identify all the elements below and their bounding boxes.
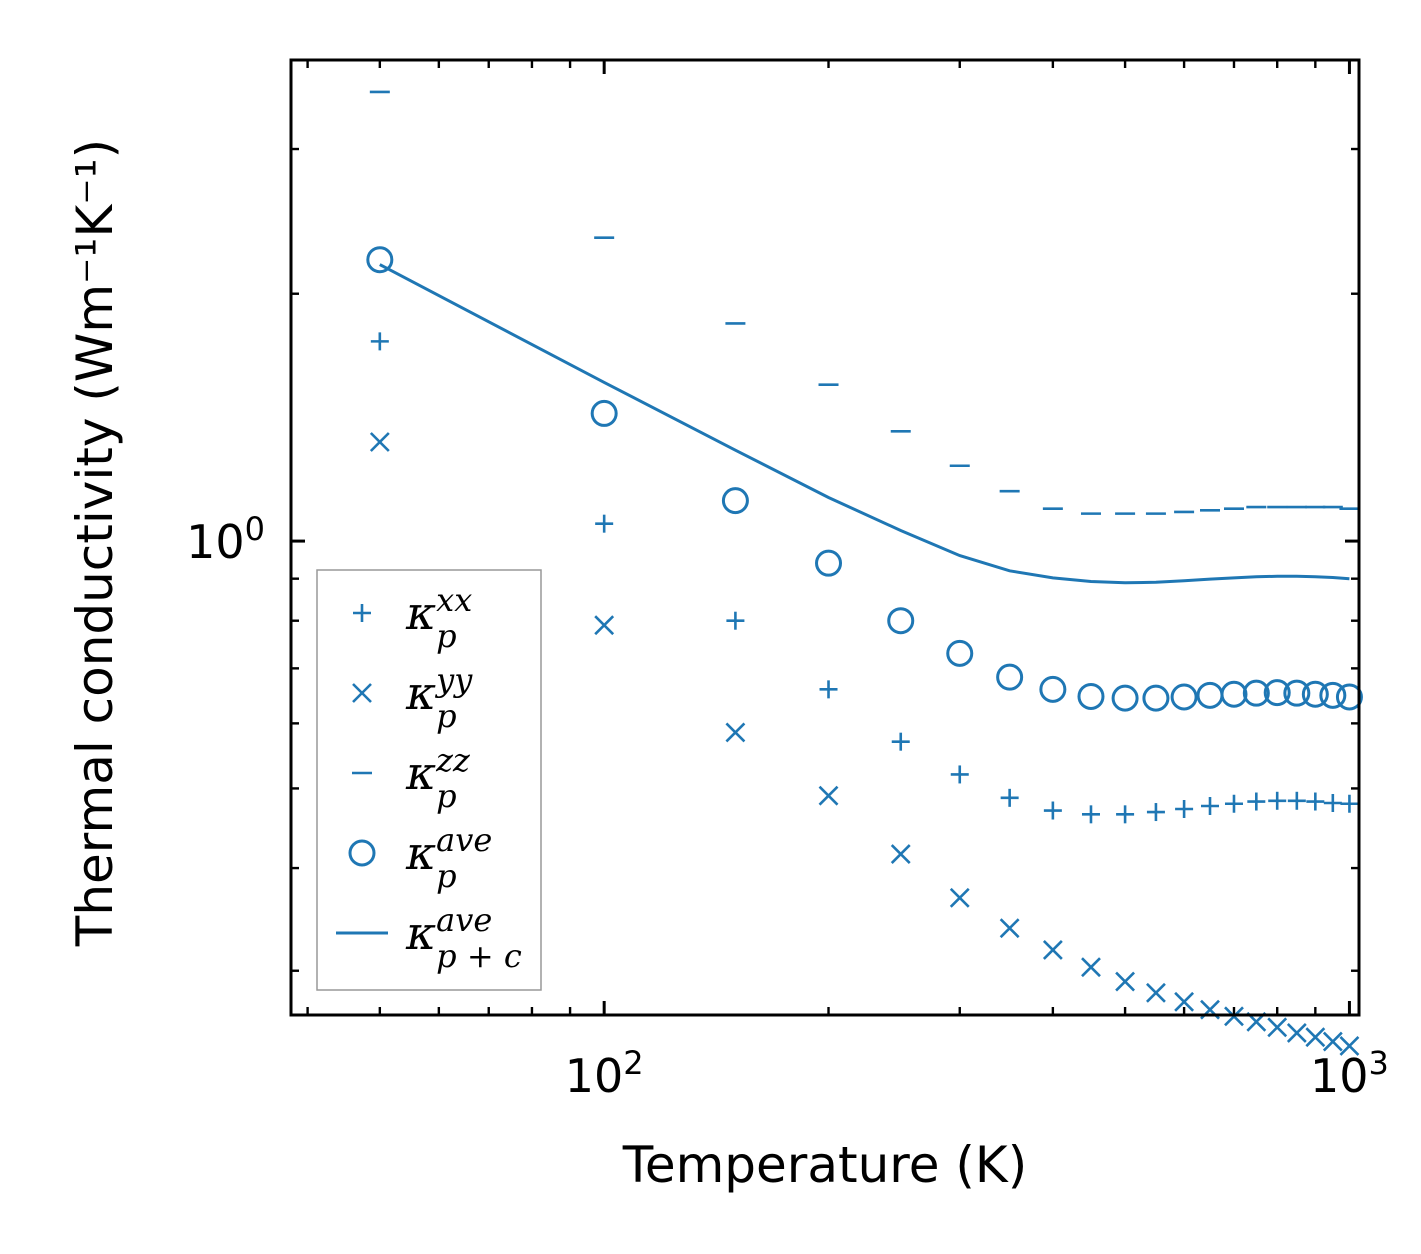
data-point-kp_xx bbox=[1224, 794, 1243, 813]
data-point-kp_ave bbox=[815, 549, 843, 577]
data-point-kp_ave bbox=[1170, 683, 1198, 711]
data-point-kp_xx bbox=[1340, 794, 1359, 813]
data-point-kp_xx bbox=[1247, 792, 1266, 811]
data-point-kp_ave bbox=[590, 399, 618, 427]
data-point-kp_xx bbox=[819, 680, 838, 699]
data-point-kp_ave bbox=[887, 607, 915, 635]
legend-label: κyy p bbox=[405, 661, 473, 735]
data-point-kp_xx bbox=[1000, 788, 1019, 807]
plot-series bbox=[366, 90, 1363, 1056]
data-point-kp_xx bbox=[1287, 791, 1306, 810]
legend-item-kp_yy: κyy p bbox=[352, 661, 473, 735]
x-axis-title: Temperature (K) bbox=[622, 1136, 1027, 1194]
legend-marker-swatch bbox=[352, 683, 372, 703]
legend-label: κxx p bbox=[405, 581, 472, 655]
data-point-kp_ave bbox=[1111, 684, 1139, 712]
data-point-kp_yy bbox=[890, 844, 911, 864]
axis-tick-labels: 102 103 100 bbox=[186, 510, 1389, 1103]
data-point-kp_yy bbox=[949, 887, 970, 908]
data-point-kp_xx bbox=[370, 332, 389, 351]
data-point-kp_yy bbox=[1305, 1027, 1326, 1048]
data-point-kp_xx bbox=[1175, 800, 1194, 819]
plot-frame bbox=[289, 58, 1361, 1017]
legend-label: κzz p bbox=[405, 741, 471, 815]
data-point-kp_yy bbox=[1286, 1023, 1307, 1043]
data-point-kp_ave bbox=[1301, 680, 1329, 708]
legend-item-kp_ave: κave p bbox=[348, 821, 492, 895]
x-tick-label: 103 bbox=[1310, 1044, 1389, 1103]
data-point-kp_ave bbox=[996, 663, 1024, 691]
data-point-kp_ave bbox=[366, 246, 394, 274]
x-tick-label: 102 bbox=[565, 1044, 644, 1103]
data-point-kp_yy bbox=[1339, 1036, 1360, 1056]
series-kpc_ave bbox=[379, 263, 1350, 585]
data-point-kp_xx bbox=[1201, 796, 1220, 815]
data-point-kp_yy bbox=[818, 785, 839, 806]
data-point-kp_yy bbox=[725, 722, 746, 743]
y-tick-label: 100 bbox=[186, 510, 265, 569]
data-point-kp_xx bbox=[595, 514, 614, 533]
data-point-kp_yy bbox=[999, 918, 1020, 939]
data-point-kp_ave bbox=[721, 487, 749, 515]
legend-label: κave p + c bbox=[405, 901, 522, 975]
data-point-kp_ave bbox=[946, 639, 974, 667]
data-point-kp_ave bbox=[1142, 684, 1170, 712]
data-point-kp_ave bbox=[1335, 683, 1363, 711]
data-point-kp_xx bbox=[891, 732, 910, 751]
y-axis-title: Thermal conductivity (Wm⁻¹K⁻¹) bbox=[66, 139, 124, 947]
data-point-kp_xx bbox=[1081, 805, 1100, 824]
data-point-kp_yy bbox=[1146, 982, 1166, 1003]
data-point-kp_xx bbox=[950, 765, 969, 784]
data-point-kp_xx bbox=[1306, 792, 1325, 811]
data-point-kp_ave bbox=[1263, 679, 1291, 707]
data-point-kp_ave bbox=[1242, 679, 1270, 707]
legend-item-kp_xx: κxx p bbox=[353, 581, 472, 655]
data-point-kp_ave bbox=[1319, 681, 1347, 709]
data-point-kp_yy bbox=[1267, 1017, 1288, 1038]
series-line-kpc_ave bbox=[379, 263, 1350, 585]
data-point-kp_yy bbox=[1115, 971, 1136, 992]
data-point-kp_xx bbox=[1146, 803, 1165, 822]
data-point-kp_xx bbox=[726, 611, 745, 630]
data-point-kp_xx bbox=[1268, 791, 1287, 810]
data-point-kp_xx bbox=[1043, 801, 1062, 820]
data-point-kp_yy bbox=[369, 432, 390, 452]
series-kp_xx bbox=[370, 332, 1359, 824]
data-point-kp_yy bbox=[1042, 940, 1063, 960]
data-point-kp_ave bbox=[1220, 680, 1248, 708]
data-point-kp_ave bbox=[1283, 679, 1311, 707]
data-point-kp_yy bbox=[1081, 957, 1101, 978]
series-kp_ave bbox=[366, 246, 1363, 712]
data-point-kp_yy bbox=[1322, 1031, 1343, 1052]
legend-marker-swatch bbox=[348, 839, 376, 867]
data-point-kp_ave bbox=[1077, 682, 1105, 710]
data-point-kp_xx bbox=[1323, 794, 1342, 813]
legend-item-kpc_ave: κave p + c bbox=[336, 901, 522, 975]
legend-label: κave p bbox=[405, 821, 492, 895]
series-kp_zz bbox=[369, 90, 1360, 515]
data-point-kp_yy bbox=[1174, 991, 1195, 1012]
legend-box bbox=[316, 569, 542, 991]
data-point-kp_ave bbox=[1039, 675, 1067, 703]
data-point-kp_xx bbox=[1116, 805, 1135, 824]
data-point-kp_yy bbox=[594, 615, 615, 636]
legend-marker-swatch bbox=[353, 604, 371, 622]
legend-item-kp_zz: κzz p bbox=[352, 741, 471, 815]
